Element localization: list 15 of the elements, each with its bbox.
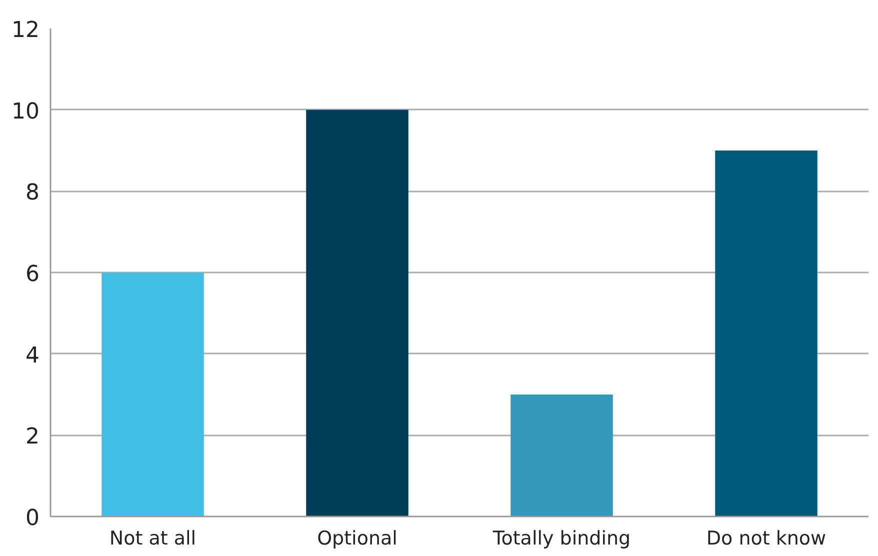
y-tick-label: 2: [26, 424, 40, 450]
bar: [306, 110, 408, 516]
y-tick-label: 10: [12, 99, 40, 124]
y-tick-label: 12: [12, 18, 40, 43]
bar: [102, 272, 204, 516]
y-tick-label: 4: [26, 343, 40, 368]
bar: [715, 150, 818, 516]
y-tick-label: 8: [26, 180, 40, 206]
y-tick-label: 0: [26, 506, 40, 531]
bar: [510, 394, 613, 516]
x-tick-label: Do not know: [706, 528, 826, 550]
x-tick-label: Not at all: [109, 528, 196, 550]
y-tick-label: 6: [26, 262, 40, 287]
x-tick-label: Optional: [317, 528, 398, 550]
x-tick-label: Totally binding: [492, 528, 631, 550]
